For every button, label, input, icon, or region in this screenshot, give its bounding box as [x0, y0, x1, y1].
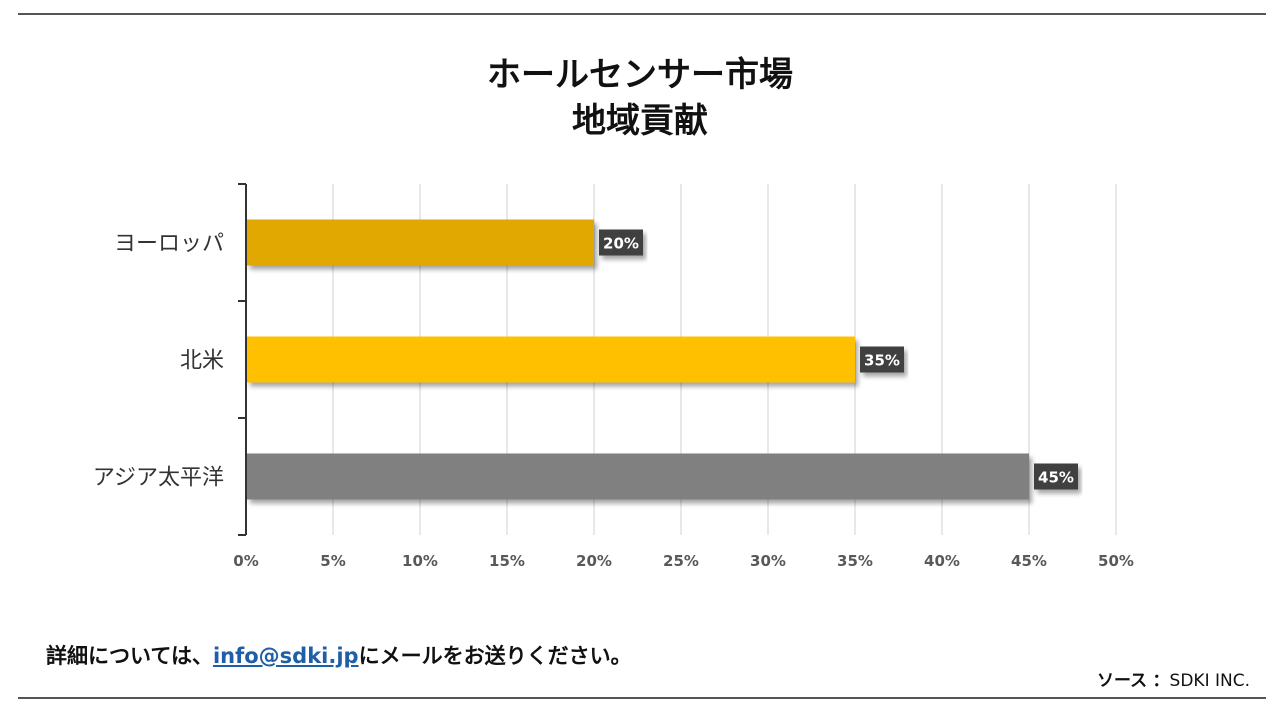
- x-tick-label: 0%: [233, 552, 258, 570]
- bar: [247, 219, 594, 266]
- source-label: ソース: [1096, 671, 1148, 691]
- bottom-rule: [18, 697, 1266, 699]
- data-label-box: [860, 346, 904, 373]
- contact-note-prefix: 詳細については、: [46, 644, 213, 668]
- x-tick-label: 35%: [837, 552, 873, 570]
- x-tick-label: 15%: [489, 552, 525, 570]
- x-tick-label: 5%: [320, 552, 345, 570]
- category-label: 北米: [180, 349, 224, 374]
- data-label-box: [1034, 463, 1078, 490]
- data-label: 20%: [603, 235, 639, 253]
- category-label: アジア太平洋: [93, 466, 224, 491]
- bar: [247, 453, 1029, 500]
- category-label: ヨーロッパ: [114, 232, 224, 257]
- x-tick-label: 25%: [663, 552, 699, 570]
- source-credit: ソース ：SDKI INC.: [1097, 666, 1250, 691]
- data-label: 35%: [864, 352, 900, 370]
- x-tick-label: 10%: [402, 552, 438, 570]
- x-tick-label: 50%: [1098, 552, 1134, 570]
- bar: [247, 336, 855, 383]
- top-rule: [18, 13, 1266, 15]
- x-tick-label: 20%: [576, 552, 612, 570]
- source-value: SDKI INC.: [1169, 671, 1250, 691]
- data-label: 45%: [1038, 469, 1074, 487]
- x-tick-label: 30%: [750, 552, 786, 570]
- x-tick-label: 40%: [924, 552, 960, 570]
- source-separator: ：: [1152, 671, 1170, 691]
- email-link[interactable]: info@sdki.jp: [212, 644, 359, 668]
- contact-note-suffix: にメールをお送りください。: [358, 644, 632, 668]
- x-tick-label: 45%: [1011, 552, 1047, 570]
- data-label-box: [599, 229, 643, 256]
- contact-note: 詳細については、info@sdki.jpにメールをお送りください。: [46, 640, 632, 670]
- chart-title: ホールセンサー市場: [487, 55, 793, 95]
- chart-subtitle: 地域貢献: [572, 101, 708, 141]
